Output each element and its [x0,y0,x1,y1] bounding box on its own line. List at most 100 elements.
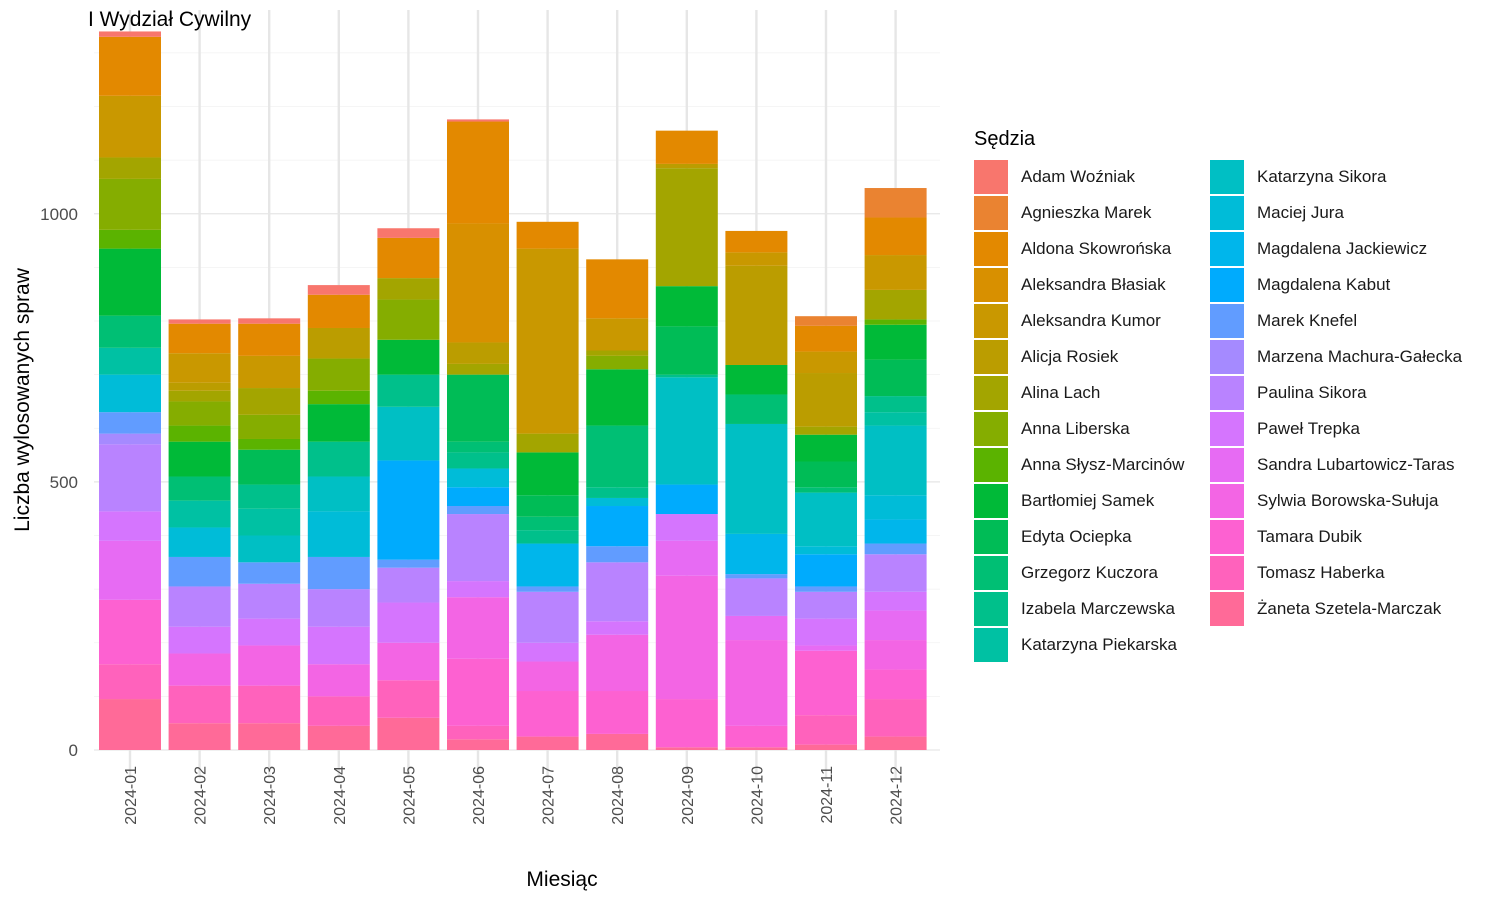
bar-segment [655,377,718,485]
legend: Sędzia Adam Woźniak Agnieszka Marek Aldona… [974,128,1462,663]
bar-segment [516,495,579,517]
bar-segment [377,237,440,279]
bar-segment [168,441,231,477]
bar-segment [795,373,857,427]
legend-swatch [1210,412,1244,446]
bar-segment [516,248,579,434]
bar-segment [168,476,231,501]
x-tick-label: 2024-04 [332,766,349,825]
bar-segment [516,543,579,587]
legend-item: Paulina Sikora [1210,375,1446,411]
bar-segment [725,423,788,534]
bar-segment [99,699,161,750]
legend-label: Katarzyna Sikora [1257,167,1387,186]
x-tick-label: 2024-11 [819,766,836,824]
bar-segment [307,476,370,512]
legend-item: Marzena Machura-Gałecka [1210,339,1462,375]
legend-swatch [1210,520,1244,554]
bar-segment [238,388,301,415]
bar-segment [238,645,301,686]
legend-label: Sylwia Borowska-Sułuja [1257,491,1439,510]
legend-item: Aleksandra Błasiak [974,267,1210,303]
bar-segment [655,163,718,169]
bar-segment [655,699,718,748]
bar-segment [168,319,231,324]
legend-label: Żaneta Szetela-Marczak [1257,599,1442,618]
legend-item: Maciej Jura [1210,195,1446,231]
legend-label: Adam Woźniak [1021,167,1136,186]
x-tick-label: 2024-02 [193,766,210,825]
legend-label: Alicja Rosiek [1021,347,1119,366]
bar-segment [864,217,927,256]
bar-segment [168,586,231,627]
legend-item: Tomasz Haberka [1210,555,1446,591]
legend-item: Żaneta Szetela-Marczak [1210,591,1446,627]
legend-swatch [974,304,1008,338]
bar-segment [655,514,718,541]
legend-item: Agnieszka Marek [974,195,1210,231]
legend-item: Katarzyna Piekarska [974,627,1210,663]
legend-swatch [1210,304,1244,338]
bar-segment [864,591,927,611]
bar-segment [238,414,301,439]
bar-segment [586,546,649,563]
legend-swatch [974,412,1008,446]
bar-segment [447,374,509,442]
bar-segment [725,230,788,253]
bar-segment [655,747,718,750]
chart-title: I Wydział Cywilny [88,8,252,31]
legend-swatch [1210,376,1244,410]
bar-segment [516,661,579,692]
legend-swatch [1210,268,1244,302]
bar-segment [864,359,927,397]
bar-segment [377,680,440,718]
bar-segment [447,597,509,659]
legend-item: Aleksandra Kumor [974,303,1210,339]
bar-segment [447,581,509,598]
bar-segment [377,228,440,238]
bar-segment [447,658,509,726]
bar-segment [725,364,788,395]
bar-segment [795,586,857,592]
legend-label: Marek Knefel [1257,311,1358,330]
bar-segment [516,433,579,453]
bar-segment [377,642,440,681]
bar-segment [447,441,509,453]
y-tick-label: 1000 [40,205,78,224]
bar-segment [238,618,301,646]
bar-segment [99,374,161,413]
bar-segment [586,733,649,750]
bar-segment [307,626,370,665]
legend-label: Anna Słysz-Marcinów [1021,455,1185,474]
legend-label: Paulina Sikora [1257,383,1367,402]
legend-label: Bartłomiej Samek [1021,491,1155,510]
legend-label: Paweł Trepka [1257,419,1360,438]
bar-segment [99,178,161,230]
bar-segment [168,425,231,442]
bar-segment [725,747,788,750]
bar-segment [795,650,857,716]
bar-segment [99,229,161,249]
bar-segment [377,717,440,750]
bar-segment [516,530,579,544]
legend-item: Magdalena Jackiewicz [1210,231,1446,267]
bar-segment [447,223,509,343]
bar-segment [586,621,649,635]
bar-segment [238,449,301,485]
bar-segment [655,540,718,576]
legend-column-1: Adam Woźniak Agnieszka Marek Aldona Skowro… [974,159,1210,663]
bar-segment [238,508,301,536]
legend-swatch [1210,592,1244,626]
legend-title: Sędzia [974,128,1036,150]
legend-swatch [974,520,1008,554]
bar-segment [99,412,161,434]
bar-segment [307,725,370,750]
legend-columns: Adam Woźniak Agnieszka Marek Aldona Skowro… [974,159,1462,663]
legend-item: Edyta Ociepka [974,519,1210,555]
bar-segment [864,412,927,426]
x-tick-label: 2024-05 [401,766,418,825]
x-tick-label: 2024-08 [610,766,627,825]
legend-swatch [974,268,1008,302]
bar-segment [586,506,649,547]
